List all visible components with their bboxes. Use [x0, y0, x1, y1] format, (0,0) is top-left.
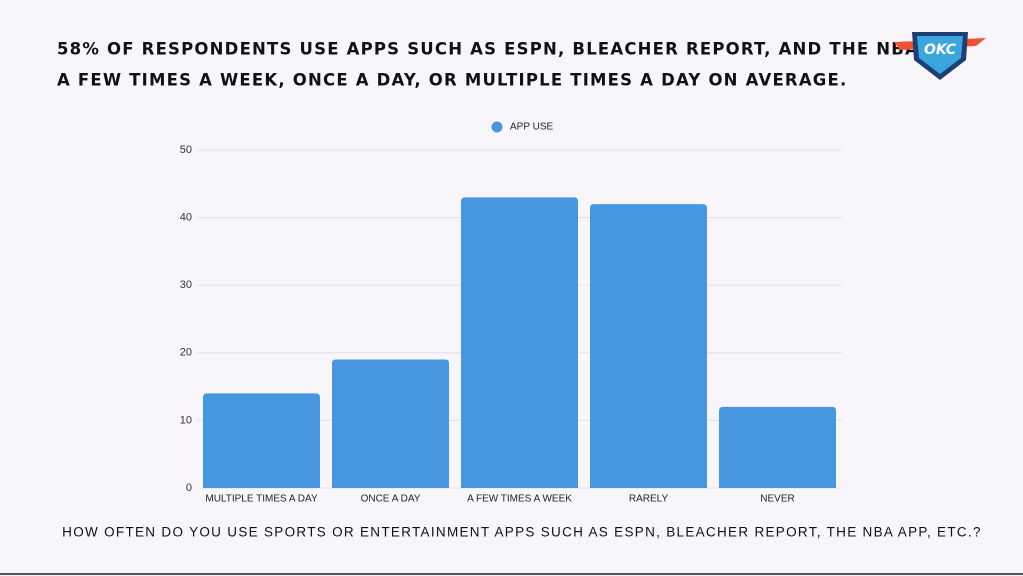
x-tick-label: ONCE A DAY	[361, 494, 421, 505]
bar	[461, 197, 578, 488]
y-tick-label: 50	[180, 144, 192, 156]
title-line: A FEW TIMES A WEEK, ONCE A DAY, OR MULTI…	[57, 71, 848, 90]
bar	[203, 393, 320, 488]
x-tick-label: NEVER	[760, 494, 794, 505]
bar	[719, 406, 836, 488]
y-tick-label: 30	[180, 279, 192, 291]
x-tick-label: A FEW TIMES A WEEK	[467, 494, 572, 505]
logo-shield-inner	[917, 36, 963, 74]
y-tick-label: 20	[180, 347, 192, 359]
x-tick-label: RARELY	[629, 494, 669, 505]
title-line: 58% OF RESPONDENTS USE APPS SUCH AS ESPN…	[57, 40, 967, 59]
logo: OKC	[894, 32, 986, 80]
legend-label: APP USE	[510, 122, 553, 133]
y-tick-label: 0	[186, 482, 192, 494]
x-tick-label: MULTIPLE TIMES A DAY	[205, 494, 318, 505]
logo-text: OKC	[924, 42, 957, 58]
legend-swatch	[491, 121, 503, 133]
y-tick-label: 10	[180, 414, 192, 426]
y-tick-label: 40	[180, 212, 192, 224]
bar	[590, 204, 707, 488]
bar	[332, 359, 449, 488]
x-axis-label: HOW OFTEN DO YOU USE SPORTS OR ENTERTAIN…	[62, 525, 982, 540]
